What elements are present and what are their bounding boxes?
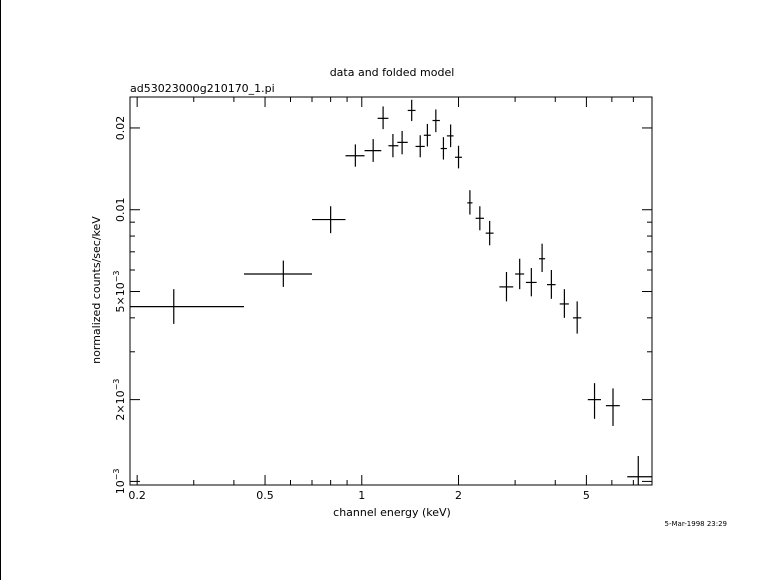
y-tick-label: 5×10−3 <box>112 271 127 313</box>
data-point <box>397 130 408 155</box>
data-point <box>454 145 462 169</box>
x-axis-label: channel energy (keV) <box>333 506 451 519</box>
y-axis-ticks: 10−3 2×10−3 5×10−3 0.01 0.02 <box>112 116 652 495</box>
data-point <box>388 134 399 158</box>
data-point <box>559 289 569 318</box>
data-point <box>538 243 546 272</box>
data-point <box>130 289 244 324</box>
x-axis-ticks: 0.2 0.5 1 2 5 <box>128 97 653 502</box>
data-point <box>499 271 514 302</box>
page-left-border <box>0 0 1 580</box>
y-tick-label: 0.02 <box>114 116 127 140</box>
data-point <box>467 190 473 215</box>
data-point <box>407 99 416 122</box>
x-tick-label: 0.5 <box>256 489 274 502</box>
timestamp: 5-Mar-1998 23:29 <box>665 520 727 528</box>
data-point <box>546 270 556 299</box>
y-axis-label: normalized counts/sec/keV <box>90 216 103 364</box>
data-point <box>515 258 525 290</box>
y-tick-label: 2×10−3 <box>112 379 127 421</box>
data-point <box>627 456 652 485</box>
data-point <box>345 144 365 167</box>
data-point <box>525 268 537 297</box>
data-point <box>423 123 431 147</box>
data-point <box>243 260 313 287</box>
y-tick-label: 10−3 <box>112 469 127 495</box>
x-tick-label: 1 <box>358 489 365 502</box>
data-point <box>432 109 440 133</box>
chart-title: data and folded model <box>330 66 455 79</box>
y-tick-label: 0.01 <box>114 197 127 222</box>
data-point <box>415 135 425 158</box>
chart-subtitle: ad53023000g210170_1.pi <box>130 82 275 95</box>
data-point <box>377 106 389 130</box>
x-tick-label: 2 <box>455 489 462 502</box>
data-point <box>587 383 601 419</box>
data-point <box>364 139 382 162</box>
data-point <box>440 137 447 160</box>
data-point <box>572 301 582 334</box>
x-tick-label: 0.2 <box>128 489 146 502</box>
data-point <box>605 388 620 426</box>
data-point <box>485 220 494 246</box>
x-tick-label: 5 <box>583 489 590 502</box>
data-point <box>446 124 454 148</box>
plot-frame <box>129 96 653 486</box>
data-points <box>130 99 652 485</box>
data-point <box>475 206 484 231</box>
data-point <box>312 206 346 234</box>
